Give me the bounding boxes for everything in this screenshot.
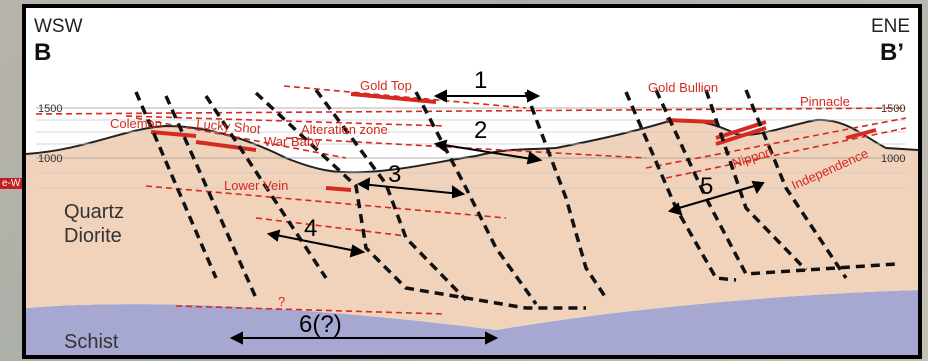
fault-lines xyxy=(134,88,897,310)
zone-number-4: 4 xyxy=(304,215,317,242)
cross-section-diagram: 1500 1000 1500 1000 WSW ENE B B’ xyxy=(26,16,918,355)
vein-label-alteration-zone: Alteration zone xyxy=(301,122,388,137)
zone-number-3: 3 xyxy=(388,161,401,188)
elevation-gridlines xyxy=(36,107,906,189)
section-point-b-prime: B’ xyxy=(880,39,904,66)
direction-label-left: WSW xyxy=(34,16,83,37)
zone-arrows xyxy=(229,89,765,345)
zone-number-5: 5 xyxy=(700,173,713,200)
elevation-label-1500-right: 1500 xyxy=(881,103,905,115)
vein-traces xyxy=(35,85,907,315)
vein-label-lower-vein: Lower Vein xyxy=(224,178,288,193)
zone-number-6: 6(?) xyxy=(299,311,342,338)
vein-label-coleman: Coleman xyxy=(110,116,162,131)
section-point-b: B xyxy=(34,39,51,66)
vein-label-question: ? xyxy=(278,294,285,309)
elevation-label-1000-right: 1000 xyxy=(881,153,905,165)
rock-label-quartz-diorite: Quartz Diorite xyxy=(64,201,124,247)
cross-section-panel: 1500 1000 1500 1000 WSW ENE B B’ xyxy=(22,4,922,359)
rock-label-text: Quartz xyxy=(64,201,124,223)
elevation-label-1500-left: 1500 xyxy=(38,103,62,115)
vein-label-gold-top: Gold Top xyxy=(360,78,412,93)
vein-label-gold-bullion: Gold Bullion xyxy=(648,80,718,95)
rock-label-schist: Schist xyxy=(64,331,119,353)
zone-number-1: 1 xyxy=(474,67,487,94)
vein-label-lucky-shot: Lucky Shot xyxy=(196,116,262,137)
vein-label-war-baby: War Baby xyxy=(264,134,321,149)
vein-segments-solid xyxy=(150,92,877,192)
elevation-label-1000-left: 1000 xyxy=(38,153,62,165)
vein-label-pinnacle: Pinnacle xyxy=(800,94,850,109)
map-fragment-label: e-W xyxy=(0,178,23,189)
zone-number-2: 2 xyxy=(474,117,487,144)
rock-label-text-line2: Diorite xyxy=(64,225,122,247)
direction-label-right: ENE xyxy=(871,16,910,37)
